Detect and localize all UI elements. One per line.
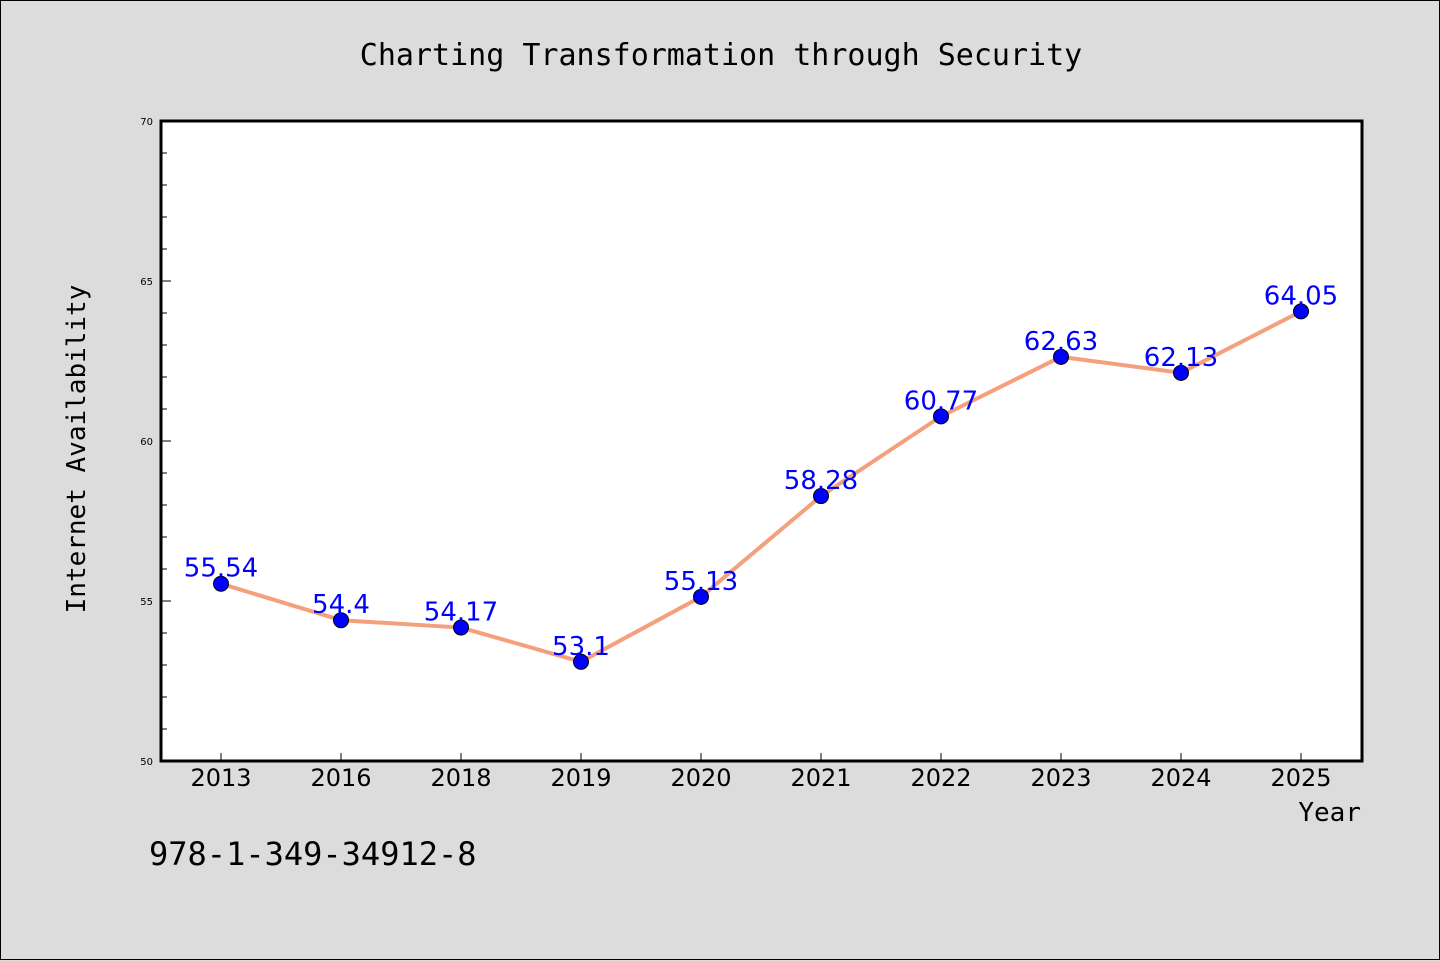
x-tick-label: 2016 xyxy=(310,764,371,792)
data-point xyxy=(693,588,709,605)
data-labels: 55.54 54.4 54.17 53.1 55.13 58.28 60.77 62.63 62… xyxy=(184,281,1338,661)
y-axis-label: Internet Availability xyxy=(62,285,92,614)
data-point xyxy=(813,488,829,505)
x-tick-label: 2021 xyxy=(790,764,851,792)
data-label: 62.13 xyxy=(1144,343,1218,373)
data-label: 55.13 xyxy=(664,567,738,597)
x-tick-label: 2022 xyxy=(910,764,971,792)
y-tick-label: 55 xyxy=(140,597,153,608)
x-tick-label: 2013 xyxy=(190,764,251,792)
data-point xyxy=(1293,303,1309,320)
x-tick-label: 2019 xyxy=(550,764,611,792)
data-label: 60.77 xyxy=(904,386,978,416)
x-tick-label: 2018 xyxy=(430,764,491,792)
data-label: 54.4 xyxy=(312,590,370,620)
x-axis-label: Year xyxy=(1298,798,1361,828)
data-point xyxy=(453,619,469,636)
data-point xyxy=(1173,364,1189,381)
x-tick-label: 2024 xyxy=(1150,764,1211,792)
plot-frame xyxy=(159,119,1364,763)
data-label: 58.28 xyxy=(784,466,858,496)
series-line xyxy=(220,309,1302,664)
data-label: 55.54 xyxy=(184,554,258,584)
y-tick-label: 65 xyxy=(140,277,153,288)
data-point xyxy=(213,575,229,592)
y-tick-label: 70 xyxy=(140,117,153,128)
y-tick-label: 50 xyxy=(140,757,153,768)
footer-code: 978-1-349-34912-8 xyxy=(149,835,477,873)
x-tick-label: 2020 xyxy=(670,764,731,792)
series-markers xyxy=(213,303,1309,670)
plot-area xyxy=(161,121,1362,761)
data-point xyxy=(573,653,589,670)
x-tick-label: 2023 xyxy=(1030,764,1091,792)
x-axis: 2013 2016 2018 2019 2020 2021 2022 2023 2024 2025 xyxy=(190,753,1332,792)
data-label: 53.1 xyxy=(552,632,610,662)
data-point xyxy=(333,612,349,629)
data-point xyxy=(933,408,949,425)
y-tick-label: 60 xyxy=(140,437,153,448)
data-label: 62.63 xyxy=(1024,327,1098,357)
x-tick-label: 2025 xyxy=(1270,764,1331,792)
data-point xyxy=(1053,348,1069,365)
data-label: 64.05 xyxy=(1264,281,1338,311)
data-label: 54.17 xyxy=(424,598,498,628)
chart-title: Charting Transformation through Security xyxy=(360,38,1082,73)
